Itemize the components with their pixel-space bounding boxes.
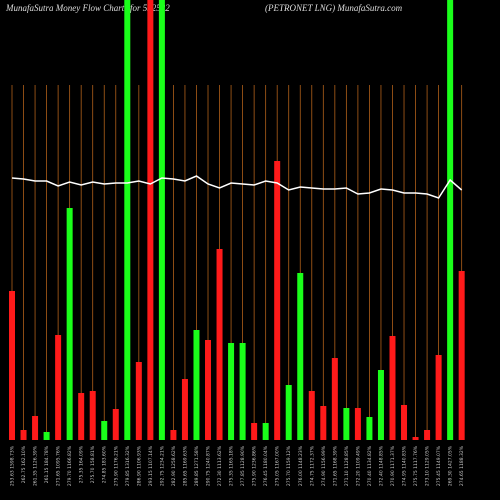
bar [354, 408, 361, 440]
x-tick-label: 275.70 158.81% [90, 445, 96, 483]
x-tick-label: 286.90 1106.93% [136, 445, 142, 486]
money-flow-line [11, 175, 463, 199]
bar [124, 0, 131, 440]
x-tick-label: 275.45 1149.07% [436, 445, 442, 486]
bar [43, 432, 50, 440]
x-tick-label: 276.00 1148.23% [298, 445, 304, 486]
bar [89, 391, 96, 440]
x-tick-label: 290.75 1240.87% [206, 445, 212, 486]
x-tick-label: 271.10 1128.85% [344, 445, 350, 486]
x-tick-label: 275.75 1117.76% [413, 445, 419, 486]
bar [181, 379, 188, 440]
bar [285, 385, 292, 440]
x-tick-label: 274.90 1156.99% [321, 445, 327, 486]
x-tick-label: 272.40 1148.85% [378, 445, 384, 486]
bar [147, 0, 154, 440]
x-tick-label: 275.35 164.09% [79, 445, 85, 483]
x-tick-label: 293.15 1107.14% [148, 445, 154, 486]
bar [112, 409, 119, 440]
bar [228, 343, 235, 440]
bar [32, 416, 39, 440]
bar [331, 358, 338, 440]
x-tick-label: 273.10 1129.05% [425, 445, 431, 486]
bar [377, 370, 384, 440]
bar [401, 405, 408, 440]
bar [447, 0, 454, 440]
bar [320, 406, 327, 440]
x-tick-label: 272.30 1113.62% [217, 445, 223, 486]
bar [193, 330, 200, 440]
bar [239, 343, 246, 440]
bar [55, 335, 62, 440]
x-tick-label: 271.65 1168.39% [332, 445, 338, 486]
x-tick-label: 274.75 1172.37% [309, 445, 315, 486]
x-tick-label: 279.85 1316.32% [125, 445, 131, 486]
x-tick-label: 292.75 1234.21% [159, 445, 165, 486]
bar [424, 430, 431, 440]
bar [412, 437, 419, 440]
bar [216, 249, 223, 440]
x-tick-label: 275.90 1176.21% [113, 445, 119, 486]
chart-title: MunafaSutra Money Flow Charts for 532522 [5, 3, 170, 13]
x-tick-label: 261.35 1126.39% [33, 445, 39, 486]
x-tick-label: 253.63 1598.73% [10, 445, 16, 486]
x-tick-label: 274.85 183.60% [102, 445, 108, 483]
x-tick-label: 271.65 1095.76% [56, 445, 62, 486]
bar [9, 291, 15, 440]
bar [205, 340, 212, 440]
x-tick-label: 270.90 1171.37% [390, 445, 396, 486]
x-tick-label: 261.15 184.78% [44, 445, 50, 483]
bar [170, 430, 177, 440]
x-tick-label: 277.85 1128.90% [240, 445, 246, 486]
bar [435, 355, 442, 440]
bar [274, 161, 281, 440]
x-tick-label: 276.45 1180.04% [263, 445, 269, 486]
bar [101, 421, 108, 440]
bar [158, 0, 165, 440]
bar [66, 208, 73, 440]
x-tick-label: 285.65 1169.63% [182, 445, 188, 486]
x-tick-label: 275.05 1167.00% [275, 445, 281, 486]
x-tick-label: 274.65 1188.32% [459, 445, 465, 486]
bar [458, 271, 465, 440]
bar [262, 423, 269, 440]
x-tick-label: 270.40 1134.82% [367, 445, 373, 486]
x-tick-label: 262.75 162.10% [21, 445, 27, 483]
x-tick-label: 275.35 1165.18% [229, 445, 235, 486]
bar [135, 362, 142, 440]
x-tick-label: 282.90 1258.62% [171, 445, 177, 486]
chart-subtitle: (PETRONET LNG) MunafaSutra.com [265, 3, 403, 13]
bar [308, 391, 315, 440]
x-tick-label: 289.85 1271.58% [194, 445, 200, 486]
x-tick-label: 269.30 1427.05% [448, 445, 454, 486]
bar [251, 423, 258, 440]
bar [366, 417, 373, 440]
bar [343, 408, 350, 440]
bar [389, 336, 396, 440]
x-tick-label: 279.70 1166.82% [67, 445, 73, 486]
x-tick-label: 275.90 1236.86% [252, 445, 258, 486]
bar [297, 273, 304, 440]
bar [78, 393, 85, 440]
bar [20, 430, 27, 440]
x-tick-label: 274.95 1140.83% [402, 445, 408, 486]
x-tick-label: 272.20 1109.49% [355, 445, 361, 486]
x-tick-label: 275.70 1159.12% [286, 445, 292, 486]
